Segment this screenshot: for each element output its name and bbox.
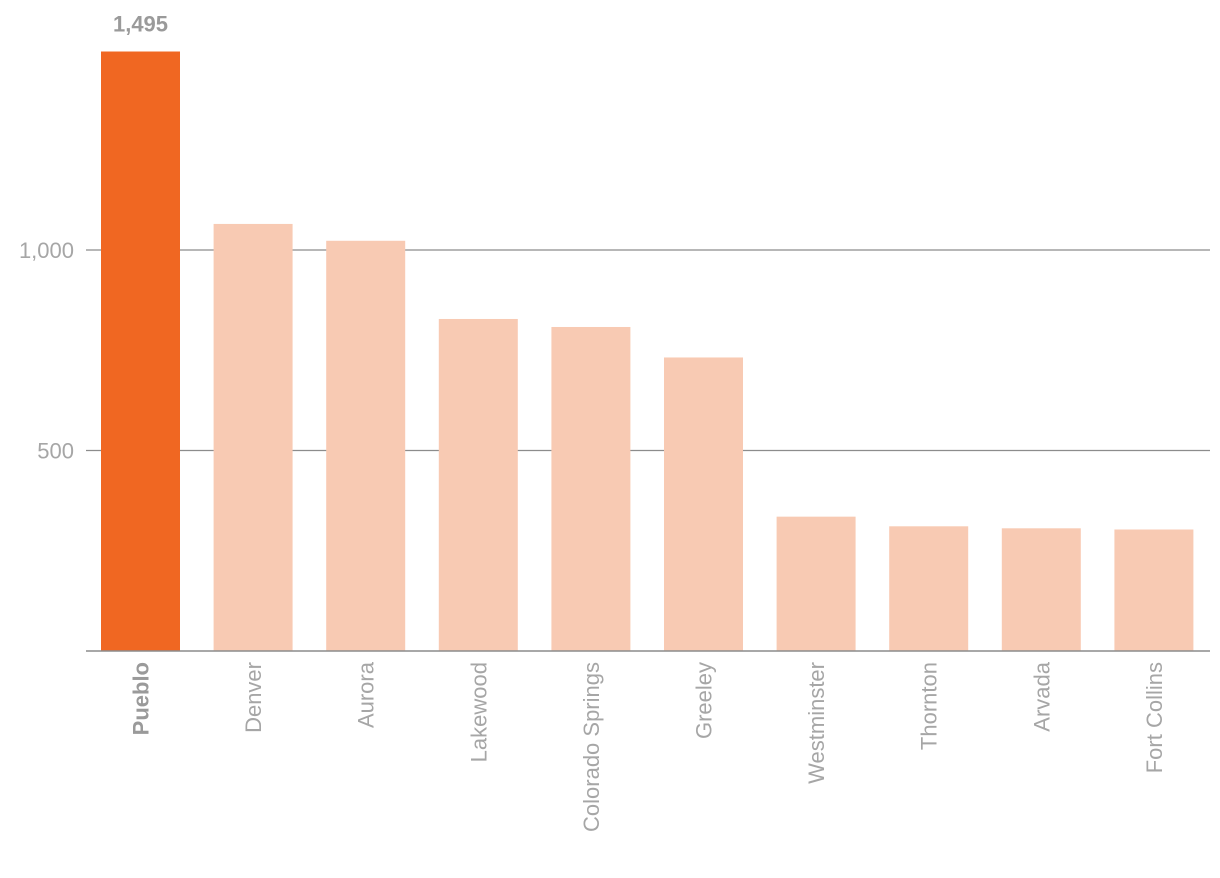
bar-fort-collins — [1114, 529, 1194, 651]
category-label-colorado-springs: Colorado Springs — [579, 662, 604, 832]
bar-arvada — [1001, 528, 1081, 651]
bar-greeley — [664, 357, 743, 651]
data-label-highlight: 1,495 — [113, 12, 168, 37]
x-axis-category-labels: Pueblo Denver Aurora Lakewood Colorado Sprin… — [129, 661, 1167, 832]
bars — [101, 51, 1194, 652]
bar-pueblo — [101, 51, 180, 651]
bar-denver — [213, 223, 293, 651]
category-label-greeley: Greeley — [692, 662, 717, 739]
bar-lakewood — [438, 318, 518, 651]
category-label-aurora: Aurora — [354, 661, 379, 728]
y-axis-tick-labels: 500 1,000 — [19, 238, 74, 464]
bar-westminster — [776, 516, 856, 651]
category-label-lakewood: Lakewood — [466, 662, 491, 762]
category-label-denver: Denver — [241, 662, 266, 733]
bar-aurora — [326, 240, 406, 652]
category-label-pueblo: Pueblo — [129, 662, 154, 735]
category-label-fort-collins: Fort Collins — [1142, 662, 1167, 773]
bar-thornton — [889, 526, 969, 651]
y-tick-label-1: 1,000 — [19, 238, 74, 263]
data-labels: 1,495 — [113, 12, 168, 37]
bar-colorado-springs — [551, 326, 631, 651]
y-tick-label-0: 500 — [37, 439, 74, 464]
category-label-thornton: Thornton — [917, 662, 942, 750]
category-label-westminster: Westminster — [804, 662, 829, 784]
category-label-arvada: Arvada — [1029, 661, 1054, 731]
